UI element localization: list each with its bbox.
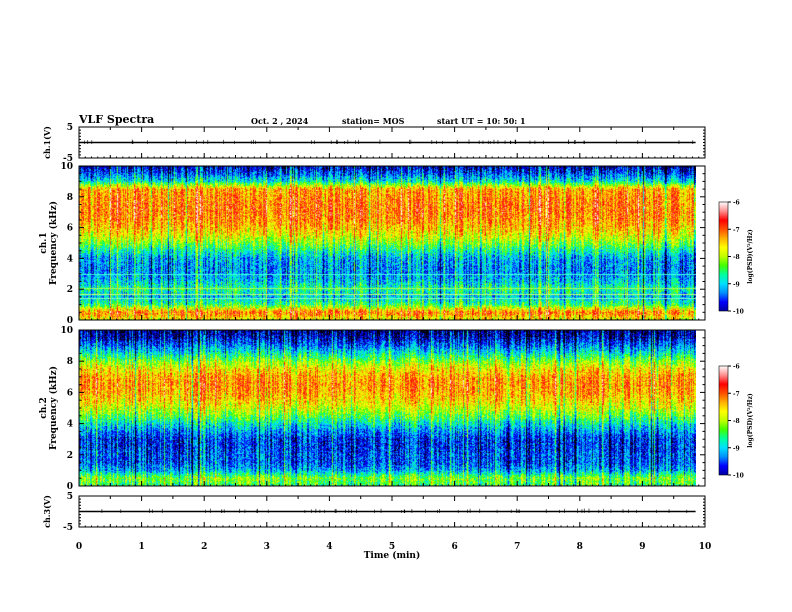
- chart-title: VLF Spectra: [79, 113, 155, 126]
- colorbar-tick-label: -7: [733, 391, 740, 398]
- y-tick-label: 10: [60, 162, 73, 172]
- x-tick-label: 7: [514, 542, 520, 552]
- x-ticks: [78, 166, 706, 320]
- ch1-frequency-label: Frequency (kHz): [48, 201, 59, 285]
- ch3-waveform: [79, 495, 705, 528]
- x-tick-label: 3: [264, 542, 270, 552]
- channel-ylabel: ch.1(V): [42, 126, 52, 159]
- date-label: Oct. 2 , 2024: [251, 116, 309, 126]
- ch2-spectrogram-image: [79, 330, 696, 486]
- y-tick-label: -5: [63, 523, 73, 533]
- ch2-y-axis: [79, 329, 705, 487]
- ch1-channel-label: ch.1: [39, 232, 49, 253]
- x-ticks: [78, 330, 706, 486]
- y-tick-label: 8: [67, 357, 73, 367]
- colorbar-bar: [718, 365, 729, 476]
- x-ticks: [78, 127, 706, 158]
- start-ut-label: start UT = 10: 50: 1: [437, 116, 526, 126]
- x-tick-label: 4: [326, 542, 332, 552]
- y-tick-label: 10: [60, 326, 73, 336]
- colorbar-label: log(PSD)(V²/Hz): [747, 393, 754, 448]
- colorbar-tick-label: -6: [733, 200, 740, 207]
- ch2-channel-label: ch.2: [39, 397, 49, 418]
- ch2-colorbar: -6 -7 -8 -9 -10 log(PSD)(V²/Hz): [718, 364, 754, 480]
- colorbar-label: log(PSD)(V²/Hz): [747, 229, 754, 284]
- colorbar-tick-label: -6: [733, 364, 740, 371]
- x-tick-label: 8: [577, 542, 583, 552]
- y-tick-label: 6: [67, 388, 73, 398]
- y-tick-label: 0: [67, 316, 73, 326]
- y-tick-label: -5: [63, 154, 73, 164]
- x-axis-title: Time (min): [364, 550, 421, 561]
- colorbar-tick-label: -9: [733, 281, 740, 288]
- x-ticks: [78, 496, 706, 527]
- channel-ylabel: ch.3(V): [42, 495, 52, 528]
- x-tick-label: 1: [138, 542, 144, 552]
- ch1-waveform: [79, 126, 705, 159]
- ch2-spectrogram: [79, 330, 696, 486]
- x-tick-label: 5: [389, 542, 395, 552]
- colorbar-tick-label: -7: [733, 227, 740, 234]
- ch1-spectrogram-image: [79, 166, 696, 320]
- colorbar-tick-label: -9: [733, 445, 740, 452]
- y-tick-label: 2: [67, 285, 73, 295]
- y-tick-label: 5: [67, 492, 73, 502]
- ch1-y-axis: [79, 165, 705, 321]
- y-tick-label: 2: [67, 451, 73, 461]
- colorbar-tick-label: -10: [733, 473, 744, 480]
- colorbar-tick-label: -8: [733, 418, 740, 425]
- x-tick-label: 6: [451, 542, 457, 552]
- colorbar-tick-label: -8: [733, 254, 740, 261]
- ch1-spectrogram: [79, 166, 696, 320]
- x-tick-label: 2: [201, 542, 207, 552]
- y-tick-label: 8: [67, 193, 73, 203]
- y-tick-label: 4: [67, 420, 73, 430]
- ch1-colorbar: -6 -7 -8 -9 -10 log(PSD)(V²/Hz): [718, 200, 754, 316]
- colorbar-bar: [718, 201, 729, 312]
- colorbar-tick-label: -10: [733, 309, 744, 316]
- y-tick-label: 0: [67, 482, 73, 492]
- y-tick-label: 6: [67, 224, 73, 234]
- y-tick-label: 5: [67, 123, 73, 133]
- x-tick-label: 0: [76, 542, 82, 552]
- ch2-frequency-label: Frequency (kHz): [48, 366, 59, 450]
- y-tick-label: 4: [67, 254, 73, 264]
- x-tick-label: 10: [699, 542, 712, 552]
- x-tick-label: 9: [639, 542, 645, 552]
- station-label: station= MOS: [342, 116, 405, 126]
